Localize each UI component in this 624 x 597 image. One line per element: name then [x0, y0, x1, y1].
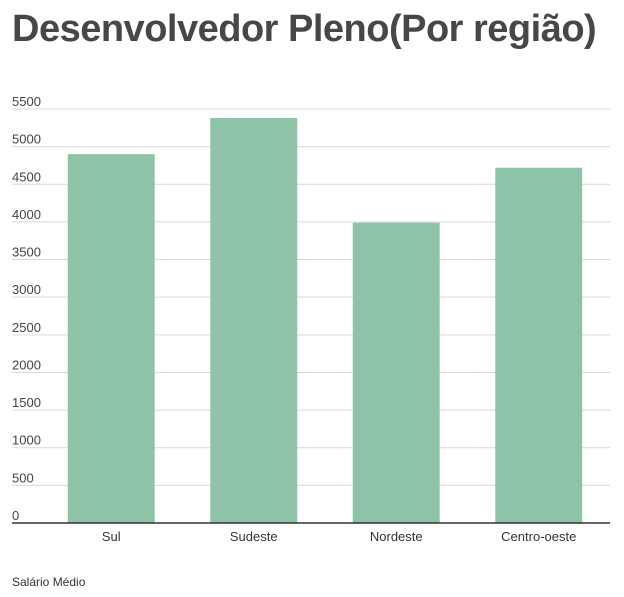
chart-title: Desenvolvedor Pleno(Por região): [12, 8, 597, 50]
y-tick-label: 2500: [12, 320, 41, 335]
y-tick-label: 5500: [12, 94, 41, 109]
bar-sul: [67, 154, 155, 523]
y-tick-label: 2000: [12, 357, 41, 372]
chart-caption: Salário Médio: [12, 575, 86, 589]
y-tick-label: 5000: [12, 132, 41, 147]
y-tick-label: 4000: [12, 207, 41, 222]
y-tick-label: 0: [12, 508, 19, 523]
y-tick-label: 500: [12, 470, 34, 485]
y-tick-label: 3000: [12, 282, 41, 297]
y-tick-label: 1000: [12, 433, 41, 448]
y-tick-label: 3500: [12, 245, 41, 260]
bars: [67, 118, 583, 524]
y-tick-label: 4500: [12, 169, 41, 184]
bar-sudeste: [210, 118, 298, 524]
y-tick-label: 1500: [12, 395, 41, 410]
bar-centro-oeste: [495, 167, 583, 524]
bar-nordeste: [352, 222, 440, 524]
x-tick-label: Nordeste: [370, 529, 423, 544]
axes: 0 500 1000 1500 2000 2500 3000 3500 4000 4500 5000…: [12, 94, 610, 544]
x-tick-label: Sul: [102, 529, 121, 544]
x-tick-label: Centro-oeste: [501, 529, 576, 544]
x-tick-label: Sudeste: [230, 529, 278, 544]
